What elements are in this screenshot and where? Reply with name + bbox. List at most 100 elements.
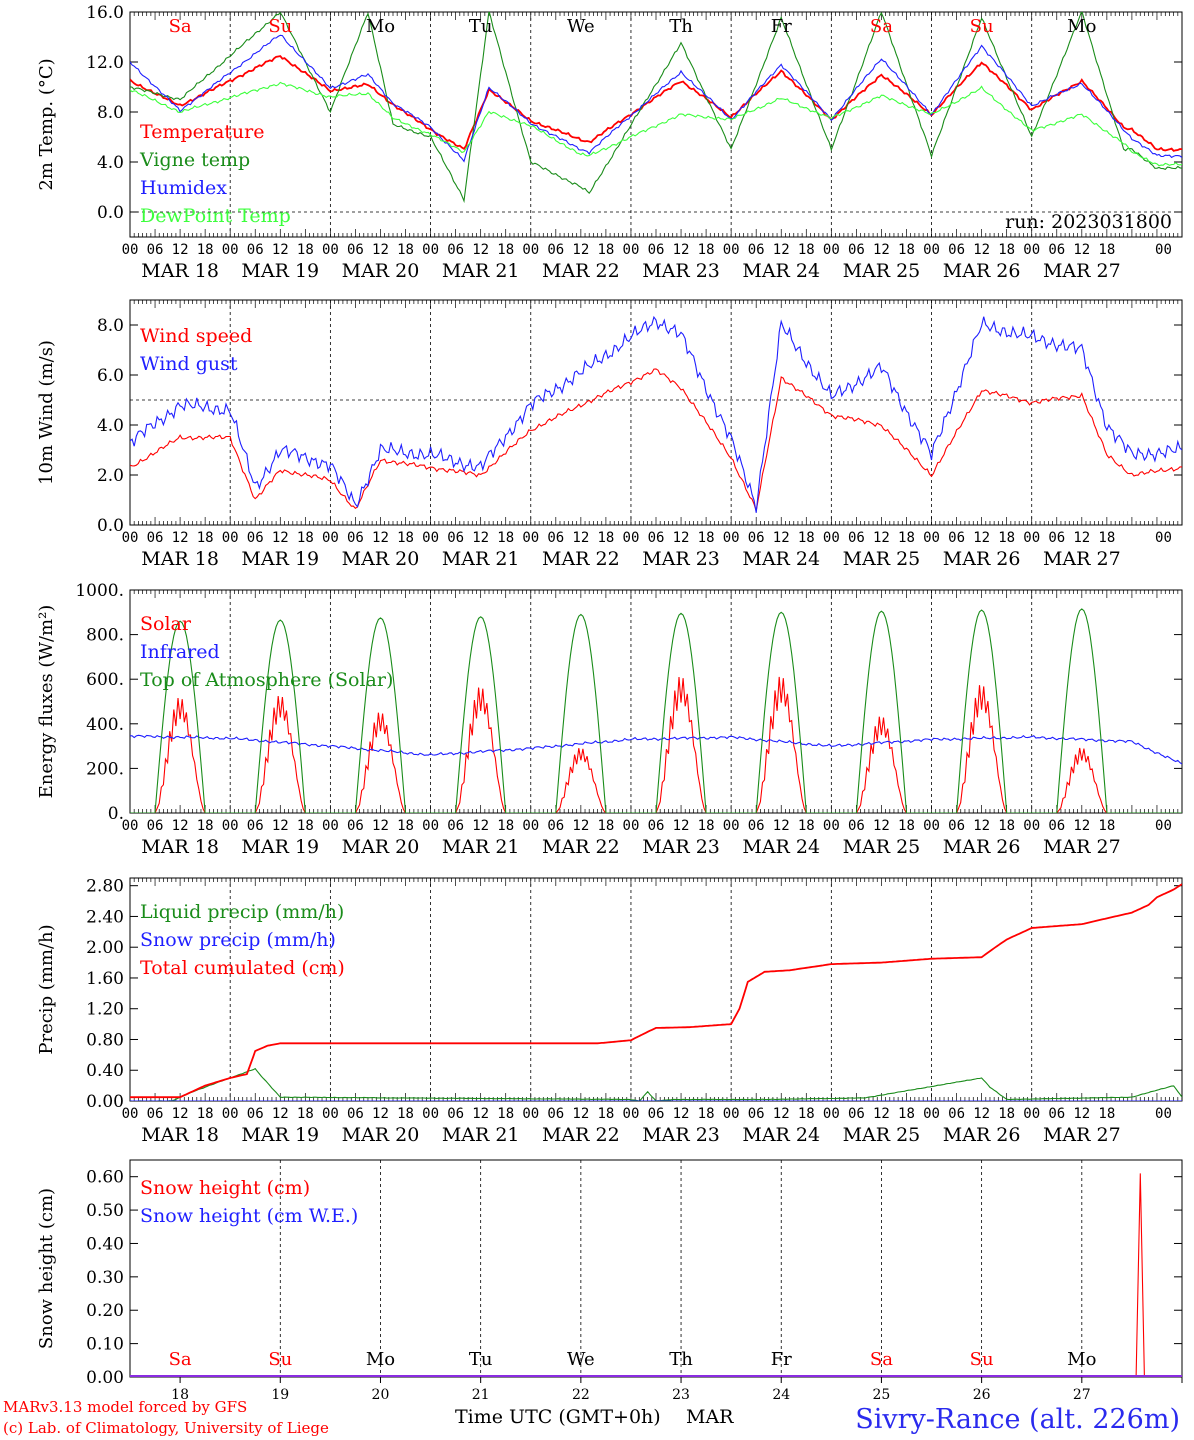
- y-tick-label: 0.60: [86, 1168, 124, 1188]
- hour-label: 00: [422, 1106, 439, 1122]
- y-tick-label: 2.40: [86, 907, 124, 927]
- hour-label: 06: [1048, 1106, 1065, 1122]
- date-label: MAR 19: [241, 548, 319, 570]
- hour-label: 12: [1073, 242, 1090, 258]
- hour-label: 12: [172, 530, 189, 546]
- day-number-label: 20: [372, 1387, 390, 1403]
- hour-label: 00: [623, 242, 640, 258]
- hour-label: 18: [698, 530, 715, 546]
- series-line-total-cumulated-cm-: [130, 883, 1182, 1099]
- hour-label: 18: [597, 242, 614, 258]
- hour-label: 00: [1155, 818, 1172, 834]
- day-number-label: 27: [1073, 1387, 1091, 1403]
- snow-panel: 0.00 0.10 0.20 0.30 0.40 0.50 0.60 Snow height …: [36, 1159, 1183, 1403]
- hour-label: 12: [1073, 530, 1090, 546]
- date-label: MAR 25: [843, 548, 921, 570]
- hour-label: 00: [322, 818, 339, 834]
- hour-label: 12: [272, 242, 289, 258]
- date-label: MAR 18: [141, 548, 219, 570]
- date-label: MAR 21: [442, 1124, 520, 1146]
- hour-label: 06: [648, 242, 665, 258]
- hour-label: 06: [447, 818, 464, 834]
- y-tick-label: 600.: [86, 670, 124, 690]
- date-label: MAR 26: [943, 548, 1021, 570]
- hour-label: 18: [698, 818, 715, 834]
- hour-label: 00: [623, 530, 640, 546]
- station-name: Sivry-Rance (alt. 226m): [855, 1404, 1180, 1435]
- y-tick-label: 0.00: [86, 1368, 124, 1388]
- legend-entry: Liquid precip (mm/h): [140, 901, 344, 923]
- hour-label: 00: [422, 818, 439, 834]
- y-tick-label: 1.60: [86, 969, 124, 989]
- hour-label: 12: [372, 242, 389, 258]
- hour-label: 06: [948, 1106, 965, 1122]
- y-axis-label: Snow height (cm): [36, 1188, 57, 1349]
- hour-label: 18: [1098, 1106, 1115, 1122]
- plot-frame: [129, 299, 1183, 526]
- hour-label: 18: [397, 242, 414, 258]
- hour-label: 12: [673, 1106, 690, 1122]
- hour-label: 12: [773, 530, 790, 546]
- hour-label: 00: [122, 242, 139, 258]
- hour-label: 00: [623, 818, 640, 834]
- day-name-label: Mo: [366, 16, 395, 37]
- legend-entry: Vigne temp: [139, 149, 250, 171]
- hour-label: 18: [497, 818, 514, 834]
- hour-label: 06: [247, 1106, 264, 1122]
- date-label: MAR 18: [141, 1124, 219, 1146]
- hour-label: 12: [572, 818, 589, 834]
- hour-label: 00: [522, 818, 539, 834]
- hour-label: 18: [297, 242, 314, 258]
- legend-entry: Total cumulated (cm): [140, 957, 345, 979]
- hour-label: 00: [222, 818, 239, 834]
- y-tick-label: 8.0: [97, 103, 124, 123]
- date-label: MAR 24: [742, 548, 820, 570]
- hour-label: 18: [898, 818, 915, 834]
- hour-label: 00: [322, 1106, 339, 1122]
- hour-label: 06: [447, 530, 464, 546]
- hour-label: 06: [948, 818, 965, 834]
- date-label: MAR 21: [442, 548, 520, 570]
- y-axis-label: Precip (mm/h): [36, 924, 57, 1054]
- day-name-label: Fr: [771, 16, 792, 37]
- date-label: MAR 27: [1043, 548, 1121, 570]
- hour-label: 12: [472, 530, 489, 546]
- hour-label: 12: [873, 530, 890, 546]
- day-name-label: Th: [669, 1349, 693, 1370]
- hour-label: 18: [998, 1106, 1015, 1122]
- hour-label: 00: [322, 530, 339, 546]
- y-tick-label: 800.: [86, 626, 124, 646]
- copyright-credit: (c) Lab. of Climatology, University of L…: [3, 1419, 329, 1437]
- hour-label: 18: [798, 818, 815, 834]
- day-name-label: Sa: [870, 1349, 893, 1370]
- hour-label: 18: [698, 242, 715, 258]
- hour-label: 18: [898, 530, 915, 546]
- hour-label: 00: [222, 530, 239, 546]
- hour-label: 12: [673, 818, 690, 834]
- hour-label: 00: [122, 818, 139, 834]
- day-name-label: Mo: [1067, 1349, 1096, 1370]
- y-tick-label: 400.: [86, 715, 124, 735]
- hour-label: 12: [472, 1106, 489, 1122]
- day-name-label: Su: [970, 1349, 994, 1370]
- temp-series-group: [130, 12, 1182, 204]
- hour-label: 00: [222, 1106, 239, 1122]
- hour-label: 18: [497, 1106, 514, 1122]
- hour-label: 00: [1155, 1106, 1172, 1122]
- hour-label: 06: [1048, 530, 1065, 546]
- temp-panel: 0.0 4.0 8.0 12.0 16.0 2m Temp. (°C) Temperatur…: [36, 3, 1183, 282]
- plot-frame: [129, 589, 1183, 814]
- date-label: MAR 22: [542, 260, 620, 282]
- date-label: MAR 22: [542, 1124, 620, 1146]
- date-label: MAR 25: [843, 836, 921, 858]
- hour-label: 06: [147, 242, 164, 258]
- date-label: MAR 20: [342, 836, 420, 858]
- hour-label: 00: [823, 242, 840, 258]
- hour-label: 06: [547, 1106, 564, 1122]
- hour-label: 00: [222, 242, 239, 258]
- hour-label: 18: [798, 1106, 815, 1122]
- hour-label: 00: [422, 242, 439, 258]
- day-name-label: Fr: [771, 1349, 792, 1370]
- date-label: MAR 20: [342, 548, 420, 570]
- hour-label: 00: [122, 530, 139, 546]
